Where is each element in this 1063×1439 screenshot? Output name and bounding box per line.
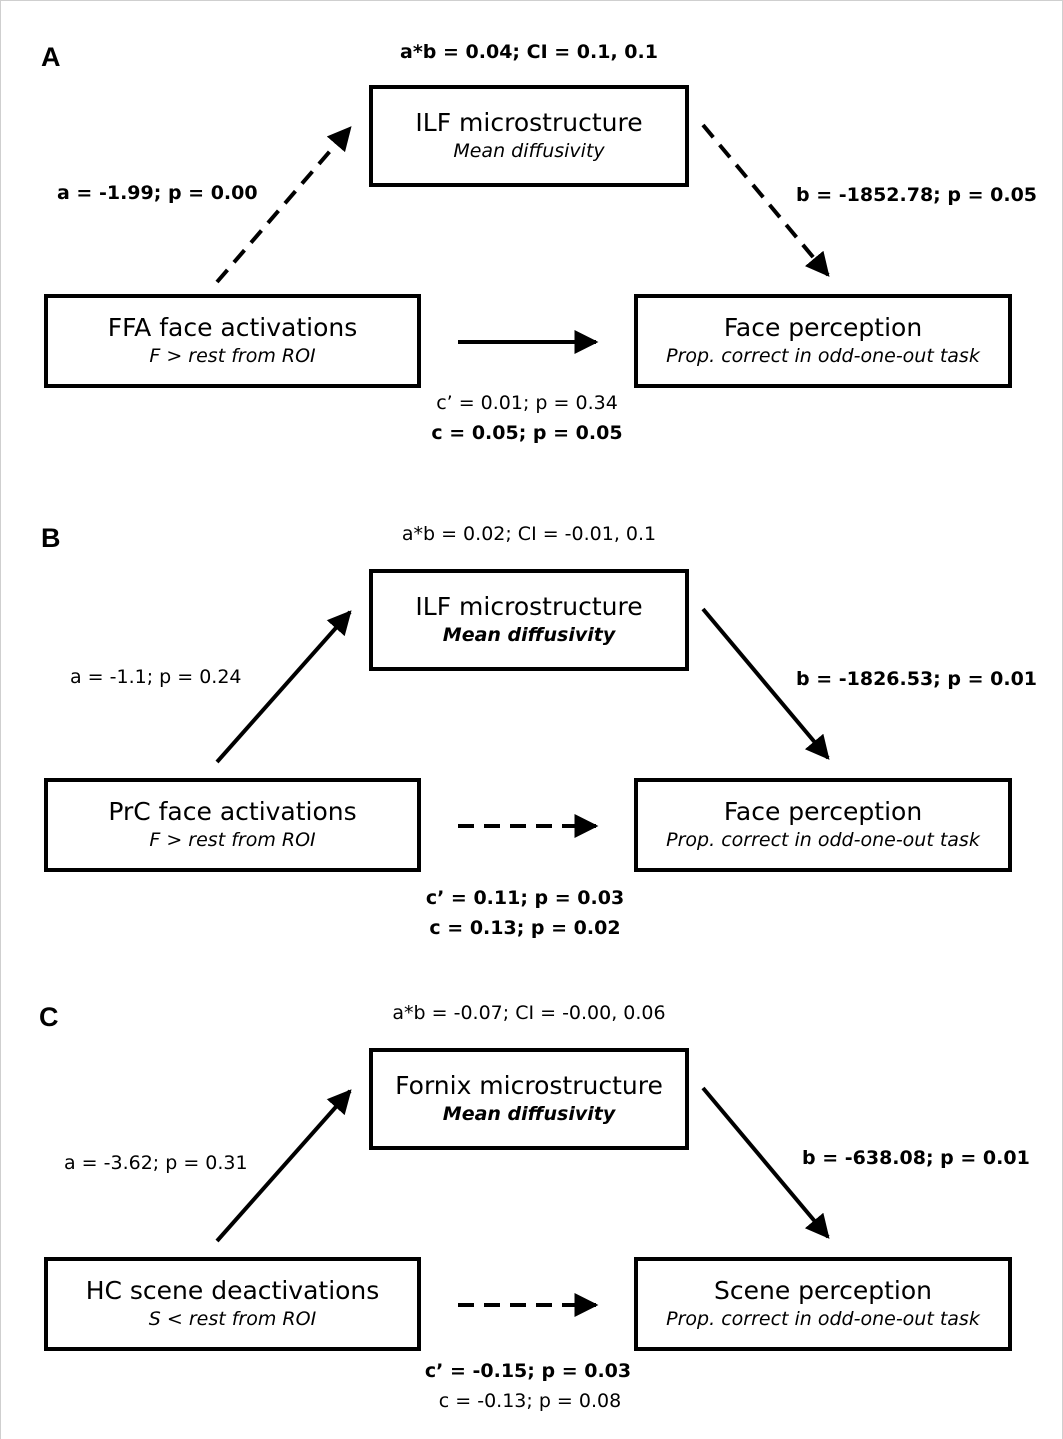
path-c-label: c = 0.13; p = 0.02 bbox=[429, 917, 621, 939]
path-a-label: a = -3.62; p = 0.31 bbox=[64, 1152, 248, 1174]
outcome-title: Face perception bbox=[723, 797, 923, 826]
predictor-box: HC scene deactivations S < rest from ROI bbox=[44, 1257, 421, 1351]
predictor-subtitle: F > rest from ROI bbox=[149, 345, 316, 367]
panel-a-arrow-b bbox=[701, 123, 830, 277]
predictor-box: PrC face activations F > rest from ROI bbox=[44, 778, 421, 872]
mediator-title: Fornix microstructure bbox=[395, 1071, 663, 1100]
mediator-box: Fornix microstructure Mean diffusivity bbox=[369, 1048, 689, 1150]
predictor-box: FFA face activations F > rest from ROI bbox=[44, 294, 421, 388]
predictor-subtitle: F > rest from ROI bbox=[149, 829, 316, 851]
path-c-prime-label: c’ = 0.01; p = 0.34 bbox=[436, 392, 618, 414]
path-c-prime-label: c’ = -0.15; p = 0.03 bbox=[424, 1360, 632, 1382]
panel-c-arrow-b bbox=[701, 1086, 830, 1239]
panel-b-arrow-a bbox=[215, 610, 352, 764]
path-a-label: a = -1.1; p = 0.24 bbox=[70, 666, 242, 688]
path-b-label: b = -1852.78; p = 0.05 bbox=[796, 184, 1038, 206]
outcome-subtitle: Prop. correct in odd-one-out task bbox=[666, 345, 980, 367]
path-b-label: b = -638.08; p = 0.01 bbox=[802, 1147, 1030, 1169]
outcome-title: Scene perception bbox=[713, 1276, 933, 1305]
indirect-effect-label: a*b = -0.07; CI = -0.00, 0.06 bbox=[392, 1002, 666, 1024]
panel-letter: C bbox=[39, 1002, 59, 1032]
panel-letter: B bbox=[41, 523, 61, 553]
mediator-box: ILF microstructure Mean diffusivity bbox=[369, 85, 689, 187]
panel-a-arrow-a bbox=[215, 126, 352, 284]
outcome-subtitle: Prop. correct in odd-one-out task bbox=[666, 829, 980, 851]
panel-letter: A bbox=[41, 42, 61, 72]
path-c-prime-label: c’ = 0.11; p = 0.03 bbox=[425, 887, 625, 909]
mediator-subtitle: Mean diffusivity bbox=[453, 140, 605, 162]
path-b-label: b = -1826.53; p = 0.01 bbox=[796, 668, 1038, 690]
panel-b-arrow-b bbox=[701, 607, 830, 760]
predictor-subtitle: S < rest from ROI bbox=[148, 1308, 317, 1330]
indirect-effect-label: a*b = 0.02; CI = -0.01, 0.1 bbox=[401, 523, 657, 545]
indirect-effect-label: a*b = 0.04; CI = 0.1, 0.1 bbox=[400, 41, 658, 63]
mediator-title: ILF microstructure bbox=[415, 108, 643, 137]
outcome-title: Face perception bbox=[723, 313, 923, 342]
predictor-title: HC scene deactivations bbox=[85, 1276, 380, 1305]
predictor-title: FFA face activations bbox=[107, 313, 358, 342]
path-a-label: a = -1.99; p = 0.00 bbox=[57, 182, 258, 204]
outcome-box: Face perception Prop. correct in odd-one… bbox=[634, 294, 1012, 388]
path-c-label: c = 0.05; p = 0.05 bbox=[431, 422, 623, 444]
outcome-box: Face perception Prop. correct in odd-one… bbox=[634, 778, 1012, 872]
outcome-subtitle: Prop. correct in odd-one-out task bbox=[666, 1308, 980, 1330]
mediator-subtitle: Mean diffusivity bbox=[442, 1103, 616, 1125]
mediator-subtitle: Mean diffusivity bbox=[442, 624, 616, 646]
mediator-title: ILF microstructure bbox=[415, 592, 643, 621]
path-c-label: c = -0.13; p = 0.08 bbox=[438, 1390, 622, 1412]
mediator-box: ILF microstructure Mean diffusivity bbox=[369, 569, 689, 671]
outcome-box: Scene perception Prop. correct in odd-on… bbox=[634, 1257, 1012, 1351]
predictor-title: PrC face activations bbox=[108, 797, 357, 826]
panel-c-arrow-a bbox=[215, 1089, 352, 1243]
